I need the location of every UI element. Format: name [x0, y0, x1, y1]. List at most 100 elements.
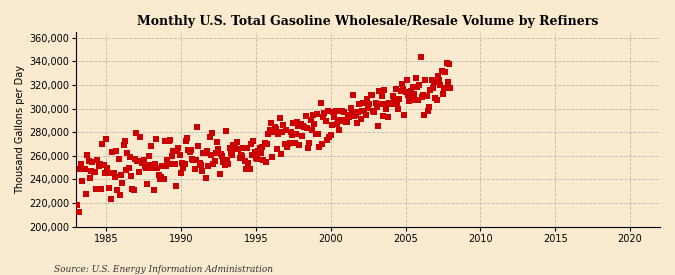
Point	[130, 157, 140, 161]
Point	[168, 148, 179, 153]
Point	[202, 149, 213, 153]
Point	[250, 156, 261, 160]
Point	[345, 106, 356, 111]
Point	[362, 106, 373, 110]
Point	[228, 143, 239, 147]
Point	[233, 147, 244, 151]
Point	[393, 107, 404, 112]
Point	[208, 161, 219, 166]
Point	[140, 163, 151, 168]
Point	[419, 112, 430, 117]
Point	[101, 136, 111, 141]
Point	[92, 158, 103, 163]
Point	[212, 140, 223, 144]
Point	[197, 168, 208, 173]
Point	[209, 159, 220, 163]
Point	[367, 93, 377, 98]
Point	[287, 133, 298, 137]
Point	[440, 70, 451, 75]
Point	[156, 175, 167, 179]
Point	[186, 148, 196, 152]
Point	[288, 121, 298, 126]
Point	[107, 150, 117, 154]
Point	[90, 170, 101, 174]
Point	[423, 109, 433, 114]
Point	[81, 192, 92, 196]
Point	[318, 115, 329, 119]
Point	[255, 151, 266, 155]
Point	[364, 102, 375, 106]
Point	[224, 145, 235, 150]
Point	[344, 115, 355, 119]
Point	[148, 188, 159, 192]
Point	[102, 166, 113, 170]
Point	[340, 120, 351, 125]
Point	[82, 153, 93, 157]
Point	[163, 139, 174, 143]
Point	[420, 78, 431, 82]
Point	[83, 158, 94, 163]
Point	[278, 123, 289, 127]
Point	[274, 116, 285, 120]
Point	[386, 101, 397, 105]
Point	[205, 135, 215, 140]
Point	[95, 162, 105, 166]
Point	[443, 62, 454, 66]
Point	[303, 146, 314, 150]
Point	[335, 119, 346, 123]
Point	[418, 93, 429, 97]
Point	[296, 133, 307, 138]
Point	[308, 113, 319, 117]
Point	[221, 129, 232, 134]
Point	[215, 152, 226, 156]
Point	[315, 100, 326, 105]
Point	[321, 119, 331, 123]
Point	[254, 145, 265, 150]
Point	[213, 147, 224, 151]
Point	[424, 105, 435, 109]
Point	[411, 85, 422, 90]
Point	[161, 164, 171, 168]
Point	[134, 135, 145, 139]
Point	[329, 114, 340, 119]
Point	[211, 151, 221, 155]
Point	[165, 162, 176, 166]
Point	[230, 145, 240, 150]
Point	[298, 124, 308, 128]
Point	[349, 113, 360, 118]
Point	[306, 128, 317, 132]
Point	[178, 166, 189, 171]
Point	[358, 101, 369, 105]
Point	[84, 175, 95, 180]
Point	[268, 130, 279, 134]
Point	[243, 160, 254, 165]
Point	[369, 110, 380, 114]
Point	[396, 82, 407, 87]
Point	[356, 109, 367, 114]
Point	[182, 136, 192, 140]
Point	[355, 117, 366, 121]
Point	[267, 155, 277, 159]
Point	[138, 158, 149, 163]
Point	[124, 155, 135, 159]
Point	[103, 186, 114, 190]
Point	[133, 170, 144, 174]
Point	[164, 138, 175, 142]
Point	[433, 74, 443, 78]
Y-axis label: Thousand Gallons per Day: Thousand Gallons per Day	[15, 65, 25, 194]
Point	[374, 89, 385, 94]
Point	[441, 61, 452, 65]
Point	[86, 169, 97, 174]
Point	[187, 157, 198, 162]
Point	[385, 101, 396, 106]
Point	[399, 113, 410, 118]
Point	[427, 77, 437, 82]
Point	[437, 92, 448, 96]
Point	[113, 156, 124, 161]
Point	[353, 110, 364, 114]
Point	[434, 78, 445, 82]
Point	[398, 86, 408, 91]
Point	[387, 94, 398, 98]
Point	[239, 159, 250, 163]
Point	[115, 173, 126, 178]
